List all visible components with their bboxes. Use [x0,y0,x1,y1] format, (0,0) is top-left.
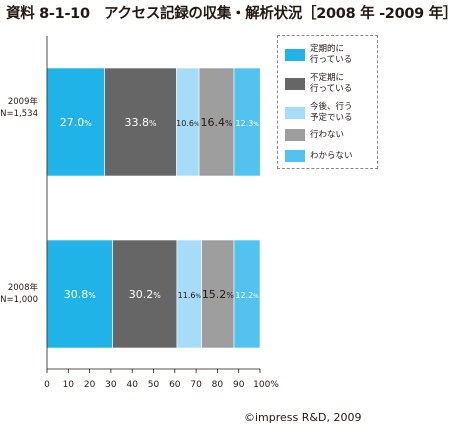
data-label-1-3: 15.2% [202,288,235,301]
legend-label-regular: 定期的に 行っている [310,44,353,65]
legend-swatch-no [285,129,305,141]
legend-item-irregular: 不定期に 行っている [285,73,352,95]
data-label-1-1: 30.2% [129,288,162,301]
data-label-1-0: 30.8% [64,288,97,301]
data-label-0-2: 10.6% [176,119,200,128]
x-tick-label-7: 70 [190,380,202,390]
data-label-0-1: 33.8% [124,116,157,129]
x-tick-label-8: 80 [212,380,224,390]
x-tick-label-1: 10 [63,380,75,390]
x-tick-label-9: 90 [233,380,245,390]
bar-1-1 [112,239,178,349]
legend-item-regular: 定期的に 行っている [285,44,352,66]
x-tick-label-4: 40 [126,380,138,390]
legend-swatch-planned [285,107,305,119]
x-tick-label-0: 0 [44,380,50,390]
x-tick-label-3: 30 [105,380,117,390]
x-tick-label-10: 100% [253,380,279,390]
bar-1-2 [176,239,202,349]
x-tick-label-6: 60 [169,380,181,390]
data-label-0-3: 16.4% [201,116,234,129]
bar-0-3 [198,67,235,177]
bar-1-4 [233,239,261,349]
legend-swatch-regular [285,49,305,61]
data-label-0-0: 27.0% [60,116,93,129]
x-tick-label-5: 50 [148,380,160,390]
data-label-0-4: 12.3% [235,119,259,128]
chart-title: 資料 8-1-10 アクセス記録の収集・解析状況［2008 年 -2009 年］ [6,6,450,22]
legend-label-unknown: わからない [310,150,353,161]
category-label-2009: 2009年 N=1,534 [0,97,38,119]
legend-swatch-irregular [285,78,305,90]
category-label-2008: 2008年 N=1,000 [0,283,38,305]
legend-label-irregular: 不定期に 行っている [310,73,353,94]
legend: 定期的に 行っている 不定期に 行っている 今後、行う 予定でいる 行わない わ… [277,35,378,169]
bar-0-4 [233,67,261,177]
legend-item-planned: 今後、行う 予定でいる [285,102,353,124]
bar-1-0 [46,239,113,349]
legend-swatch-unknown [285,150,305,162]
data-label-1-2: 11.6% [178,291,202,300]
copyright: ©impress R&D, 2009 [244,411,362,424]
data-label-1-4: 12.2% [235,291,259,300]
x-tick-label-2: 20 [84,380,96,390]
bar-0-1 [104,67,177,177]
legend-item-no: 行わない [285,129,344,141]
legend-label-planned: 今後、行う 予定でいる [310,102,353,123]
legend-item-unknown: わからない [285,150,353,162]
legend-label-no: 行わない [310,129,345,140]
